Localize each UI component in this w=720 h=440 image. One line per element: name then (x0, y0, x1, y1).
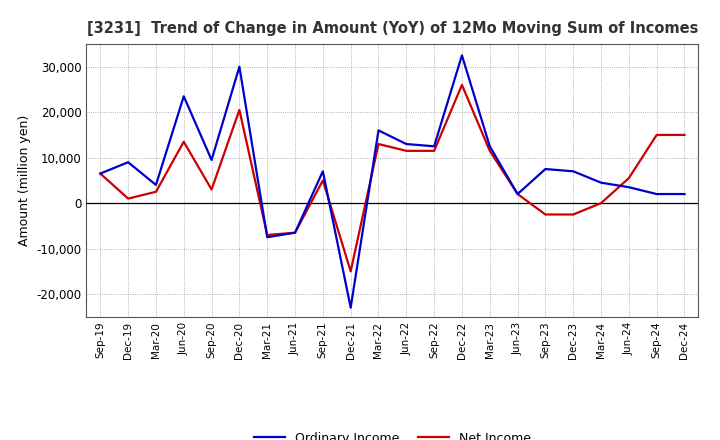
Ordinary Income (458, 53, 467, 58)
Net Income (291, 230, 300, 235)
Net Income (263, 232, 271, 238)
Ordinary Income (179, 94, 188, 99)
Ordinary Income (318, 169, 327, 174)
Ordinary Income (541, 166, 550, 172)
Net Income (485, 148, 494, 154)
Ordinary Income (680, 191, 689, 197)
Net Income (346, 269, 355, 274)
Ordinary Income (485, 143, 494, 149)
Ordinary Income (652, 191, 661, 197)
Legend: Ordinary Income, Net Income: Ordinary Income, Net Income (248, 427, 536, 440)
Ordinary Income (152, 182, 161, 187)
Net Income (318, 178, 327, 183)
Net Income (569, 212, 577, 217)
Ordinary Income (235, 64, 243, 70)
Net Income (513, 191, 522, 197)
Net Income (96, 171, 104, 176)
Title: [3231]  Trend of Change in Amount (YoY) of 12Mo Moving Sum of Incomes: [3231] Trend of Change in Amount (YoY) o… (86, 21, 698, 36)
Net Income (652, 132, 661, 138)
Net Income (207, 187, 216, 192)
Line: Net Income: Net Income (100, 85, 685, 271)
Y-axis label: Amount (million yen): Amount (million yen) (18, 115, 31, 246)
Net Income (152, 189, 161, 194)
Net Income (235, 107, 243, 113)
Ordinary Income (207, 157, 216, 162)
Ordinary Income (346, 305, 355, 310)
Net Income (624, 176, 633, 181)
Ordinary Income (513, 191, 522, 197)
Ordinary Income (430, 143, 438, 149)
Ordinary Income (402, 141, 410, 147)
Net Income (541, 212, 550, 217)
Line: Ordinary Income: Ordinary Income (100, 55, 685, 308)
Ordinary Income (624, 185, 633, 190)
Net Income (680, 132, 689, 138)
Net Income (402, 148, 410, 154)
Ordinary Income (291, 230, 300, 235)
Net Income (179, 139, 188, 144)
Ordinary Income (124, 160, 132, 165)
Net Income (374, 141, 383, 147)
Ordinary Income (96, 171, 104, 176)
Net Income (458, 82, 467, 88)
Ordinary Income (263, 235, 271, 240)
Ordinary Income (597, 180, 606, 185)
Net Income (430, 148, 438, 154)
Net Income (597, 201, 606, 206)
Ordinary Income (374, 128, 383, 133)
Ordinary Income (569, 169, 577, 174)
Net Income (124, 196, 132, 201)
